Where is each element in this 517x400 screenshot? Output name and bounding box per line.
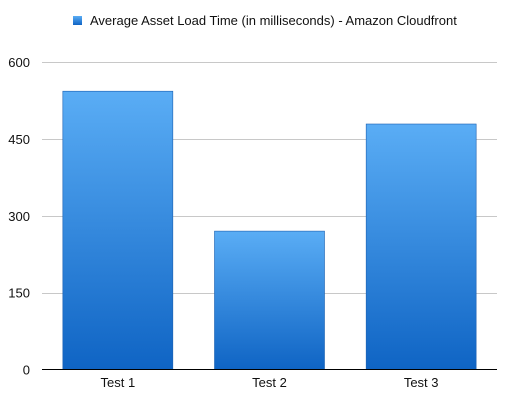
y-axis-tick-labels: 0 150 300 450 600	[8, 55, 30, 378]
legend-label: Average Asset Load Time (in milliseconds…	[90, 13, 457, 28]
bars	[62, 90, 477, 370]
bar-test-2	[214, 230, 325, 370]
y-tick-label: 150	[8, 286, 30, 301]
x-tick-label: Test 2	[252, 375, 287, 390]
bar-test-1	[62, 90, 174, 370]
bar-test-3	[365, 123, 477, 370]
x-axis-tick-labels: Test 1 Test 2 Test 3	[100, 375, 438, 390]
x-tick-label: Test 1	[100, 375, 135, 390]
legend: Average Asset Load Time (in milliseconds…	[73, 13, 457, 28]
y-tick-label: 600	[8, 55, 30, 70]
x-tick-label: Test 3	[404, 375, 439, 390]
legend-swatch	[73, 16, 82, 25]
y-tick-label: 0	[23, 363, 30, 378]
y-tick-label: 300	[8, 209, 30, 224]
y-tick-label: 450	[8, 132, 30, 147]
